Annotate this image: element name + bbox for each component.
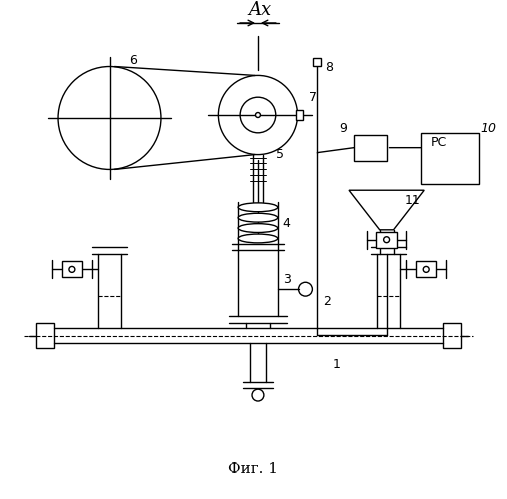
Circle shape [69,266,75,272]
Circle shape [423,266,429,272]
Text: 2: 2 [323,294,331,307]
Text: Ax: Ax [248,1,271,19]
Polygon shape [349,190,424,230]
Bar [443,323,461,348]
Text: Фиг. 1: Фиг. 1 [228,462,278,477]
Ellipse shape [238,203,278,212]
Bar [354,135,387,161]
Text: 1: 1 [332,358,340,371]
Text: 9: 9 [339,122,347,135]
Circle shape [256,113,261,117]
Text: 11: 11 [405,194,420,207]
Text: 10: 10 [481,122,497,135]
Text: 8: 8 [325,61,333,74]
Bar [62,261,82,277]
Bar [313,57,321,65]
Text: 5: 5 [276,148,284,161]
Text: 3: 3 [283,273,291,286]
Bar [421,133,479,184]
Ellipse shape [238,234,278,243]
Bar [37,323,54,348]
Bar [296,110,304,120]
Ellipse shape [238,224,278,233]
Bar [416,261,436,277]
Text: 7: 7 [309,91,317,104]
Text: 6: 6 [129,54,137,67]
Ellipse shape [238,213,278,222]
Text: PC: PC [431,136,447,149]
Circle shape [384,237,389,243]
Bar [376,232,397,248]
Text: 4: 4 [283,218,291,231]
